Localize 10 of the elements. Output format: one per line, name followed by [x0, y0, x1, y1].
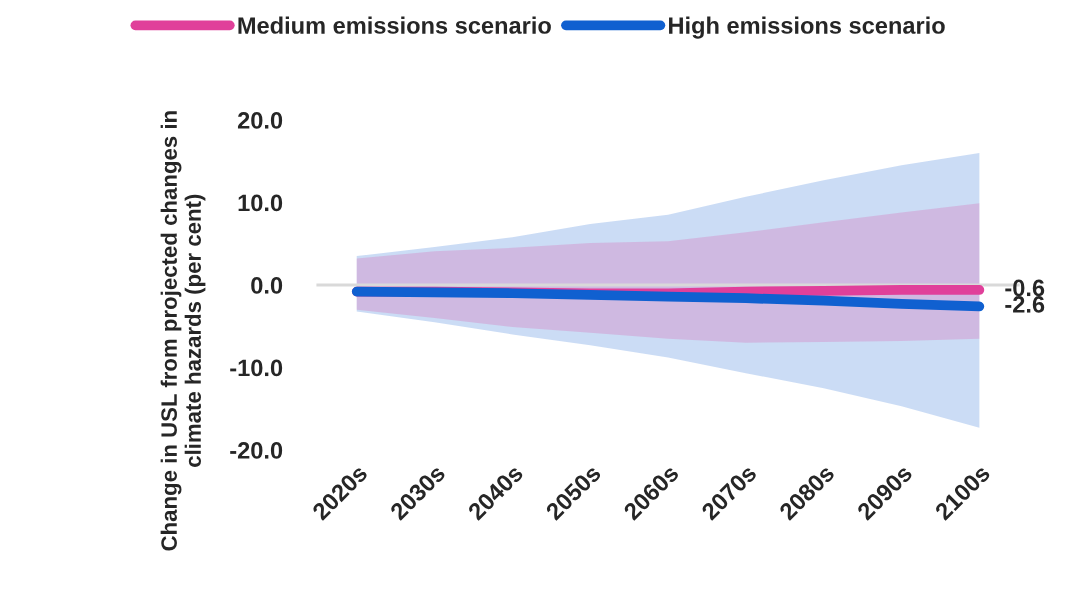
- data-label: -0.6: [1005, 279, 1045, 297]
- y-tick-label: 10.0: [238, 194, 283, 212]
- y-tick-label: -20.0: [230, 442, 283, 459]
- y-axis-title: Change in USL from projected changes in climate hazards (per cent): [160, 111, 206, 551]
- legend-label: High emissions scenario: [669, 16, 945, 39]
- y-tick-label: -10.0: [230, 359, 283, 377]
- y-tick-label: 20.0: [237, 112, 283, 129]
- legend-label: Medium emissions scenario: [238, 16, 551, 34]
- data-label: -2.6: [1005, 296, 1045, 313]
- y-tick-label: 0.0: [251, 277, 283, 294]
